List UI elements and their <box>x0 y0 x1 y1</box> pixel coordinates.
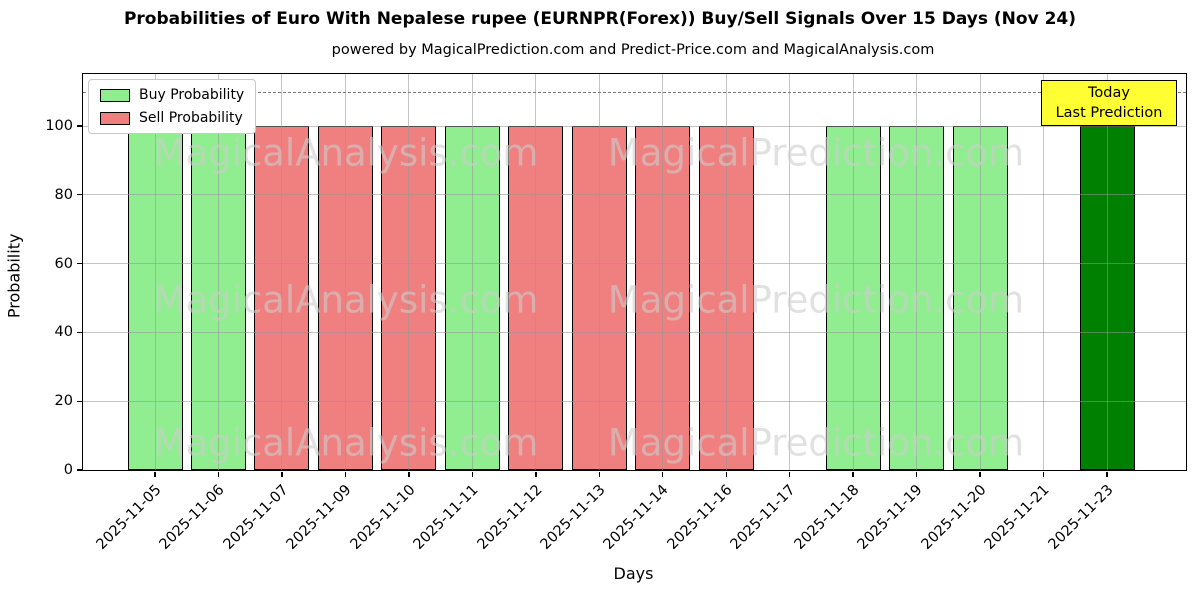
y-tick-label: 20 <box>54 393 73 410</box>
y-tick-mark <box>77 400 82 402</box>
x-tick-mark <box>471 472 474 477</box>
x-tick-mark <box>344 472 347 477</box>
y-tick-label: 100 <box>45 118 73 134</box>
x-axis-title: Days <box>613 564 654 583</box>
gridline-vertical <box>1043 74 1045 470</box>
x-tick-label-text: 2025-11-17 <box>728 482 800 553</box>
plot-area: Buy Probability Sell Probability Today L… <box>45 73 1187 553</box>
legend-item-buy: Buy Probability <box>100 87 244 103</box>
gridline-vertical <box>916 74 918 470</box>
watermark-left: MagicalAnalysis.com <box>153 131 539 175</box>
gridline-horizontal <box>83 400 1186 402</box>
watermark-right: MagicalPrediction.com <box>607 278 1025 322</box>
x-tick-mark <box>979 472 981 477</box>
gridline-vertical <box>154 74 156 470</box>
y-tick-mark <box>77 194 82 196</box>
chart-subtitle: powered by MagicalPrediction.com and Pre… <box>331 42 935 58</box>
y-tick-mark <box>77 125 82 127</box>
chart-title: Probabilities of Euro With Nepalese rupe… <box>123 9 1077 29</box>
x-tick-label-text: 2025-11-19 <box>855 482 926 553</box>
x-tick-mark <box>408 472 410 477</box>
x-tick-mark <box>915 472 918 477</box>
watermark-right: MagicalPrediction.com <box>607 421 1025 465</box>
x-tick-label-text: 2025-11-16 <box>664 482 736 553</box>
today-annotation-line1: Today <box>1088 84 1130 101</box>
x-tick-mark <box>1106 472 1108 477</box>
y-tick-label: 80 <box>54 186 73 203</box>
x-tick-mark <box>725 472 727 477</box>
y-axis-title: Probability <box>5 234 24 319</box>
legend-swatch-buy <box>100 88 130 102</box>
x-tick-label-text: 2025-11-10 <box>347 482 419 553</box>
x-tick-label-text: 2025-11-23 <box>1045 482 1117 553</box>
gridline-vertical <box>217 74 219 470</box>
gridline-horizontal <box>83 263 1186 265</box>
today-annotation-line2: Last Prediction <box>1055 105 1163 121</box>
x-tick-mark <box>217 472 220 477</box>
watermark-left: MagicalAnalysis.com <box>153 421 539 465</box>
y-tick-label: 0 <box>63 462 73 478</box>
gridline-vertical <box>725 74 727 470</box>
x-tick-label-text: 2025-11-05 <box>93 482 165 553</box>
x-tick-label-text: 2025-11-09 <box>283 482 355 553</box>
x-tick-mark <box>789 472 791 477</box>
legend: Buy Probability Sell Probability <box>88 79 257 134</box>
x-tick-label-text: 2025-11-11 <box>410 482 482 553</box>
x-tick-label-text: 2025-11-13 <box>537 482 609 553</box>
y-tick-label: 40 <box>54 324 73 341</box>
gridline-horizontal <box>83 194 1186 196</box>
gridline-vertical <box>535 74 537 470</box>
x-tick-label-text: 2025-11-21 <box>981 482 1053 553</box>
x-tick-label-text: 2025-11-07 <box>220 482 292 553</box>
y-tick-label: 60 <box>54 255 73 272</box>
x-tick-mark <box>662 472 664 477</box>
threshold-dashed-line <box>83 91 1186 93</box>
y-tick-mark <box>77 469 82 471</box>
y-tick-mark <box>77 331 82 334</box>
gridline-vertical <box>852 74 854 470</box>
legend-item-sell: Sell Probability <box>100 110 244 126</box>
y-axis-title-text: Probability <box>4 233 24 319</box>
gridline-vertical <box>662 74 664 470</box>
x-tick-label-text: 2025-11-18 <box>791 482 863 553</box>
legend-swatch-sell <box>100 111 130 125</box>
gridline-vertical <box>979 74 981 470</box>
x-tick-label-text: 2025-11-14 <box>601 482 673 553</box>
x-tick-mark <box>598 472 600 477</box>
watermark-right: MagicalPrediction.com <box>607 131 1025 175</box>
x-tick-mark <box>535 472 537 477</box>
legend-label-buy: Buy Probability <box>139 87 245 103</box>
gridline-horizontal <box>83 125 1186 127</box>
gridline-vertical <box>281 74 283 470</box>
x-tick-mark <box>281 472 283 477</box>
x-tick-label-text: 2025-11-12 <box>474 482 546 553</box>
gridline-vertical <box>1106 74 1108 470</box>
gridline-vertical <box>408 74 410 470</box>
gridline-vertical <box>344 74 346 470</box>
today-annotation: Today Last Prediction <box>1041 80 1177 126</box>
watermark-left: MagicalAnalysis.com <box>153 278 539 322</box>
gridline-vertical <box>598 74 600 470</box>
gridline-vertical <box>471 74 473 470</box>
x-tick-label-text: 2025-11-20 <box>918 482 990 553</box>
legend-label-sell: Sell Probability <box>139 110 243 126</box>
gridline-horizontal <box>83 331 1186 333</box>
x-tick-mark <box>154 472 156 477</box>
x-tick-mark <box>852 472 854 477</box>
gridline-vertical <box>789 74 791 470</box>
x-tick-label-text: 2025-11-06 <box>156 482 228 553</box>
x-tick-mark <box>1042 472 1045 477</box>
y-tick-mark <box>77 262 82 265</box>
